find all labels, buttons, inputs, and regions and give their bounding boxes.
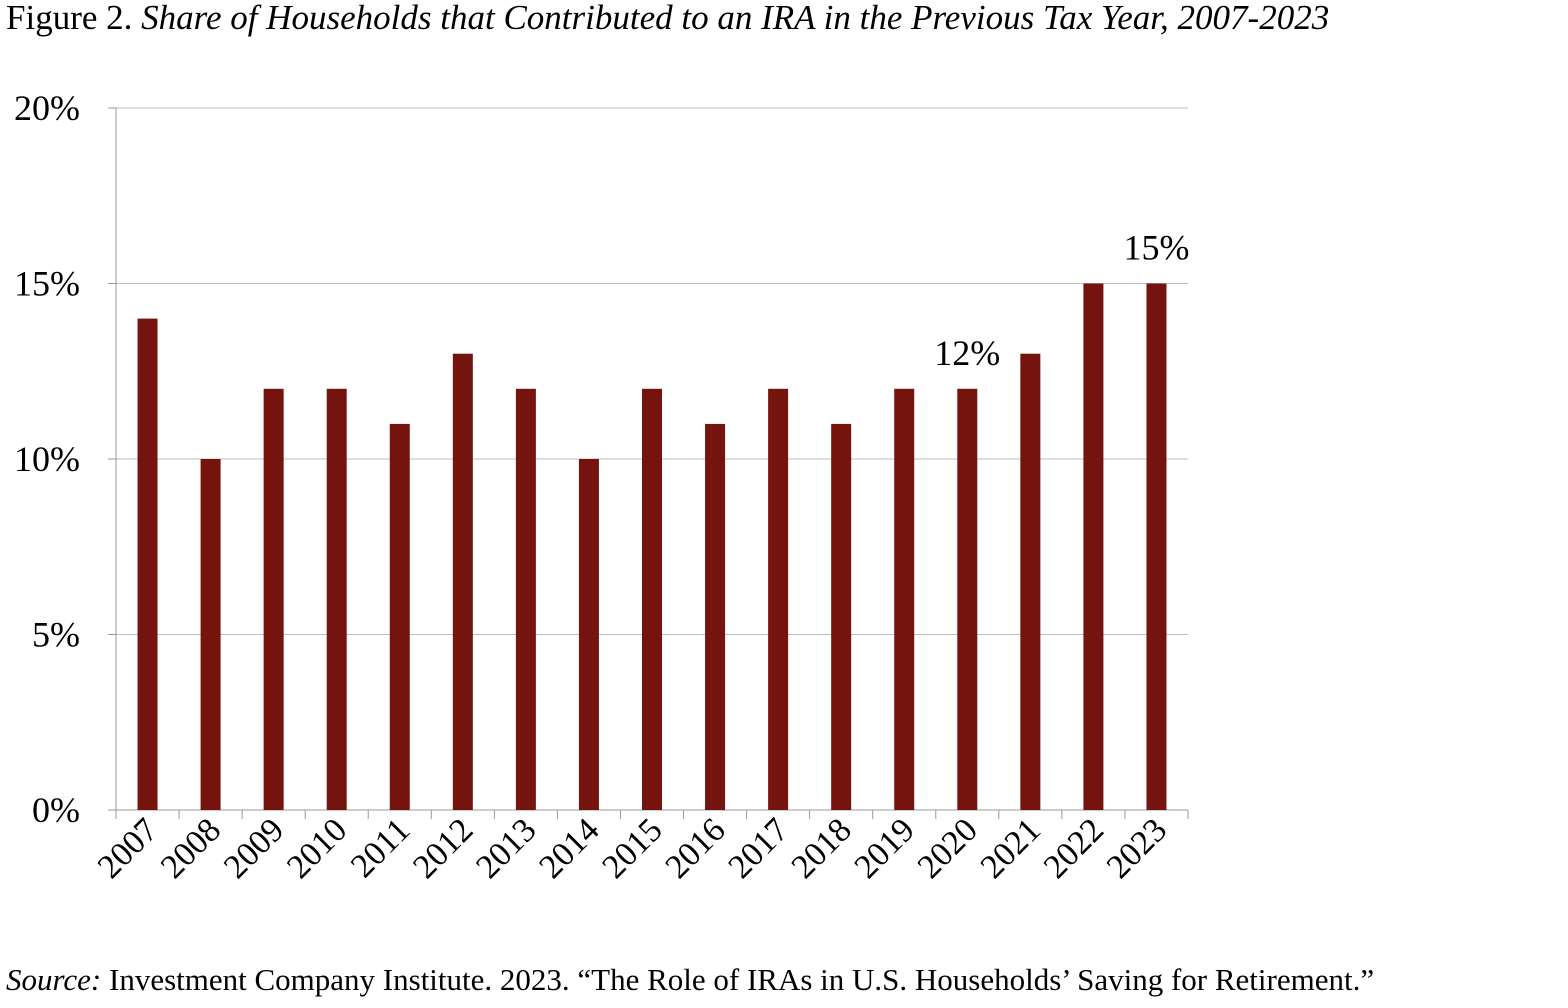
figure-title: Share of Households that Contributed to …	[141, 0, 1330, 37]
x-tick-label: 2013	[469, 811, 543, 885]
x-tick-label: 2010	[280, 811, 354, 885]
x-tick-label: 2023	[1100, 811, 1174, 885]
bar-2014	[578, 459, 599, 810]
x-tick-label: 2014	[532, 811, 606, 885]
bar-2021	[1020, 353, 1041, 810]
x-tick-label: 2008	[154, 811, 228, 885]
bar-2023	[1146, 283, 1167, 810]
source-note: Source: Investment Company Institute. 20…	[6, 962, 1374, 998]
bar-2008	[200, 459, 221, 810]
y-tick-label: 5%	[32, 615, 80, 655]
bar-2017	[768, 388, 789, 810]
bar-2010	[326, 388, 347, 810]
data-label-2020: 12%	[934, 333, 1000, 373]
bar-2019	[894, 388, 915, 810]
source-label: Source:	[6, 962, 102, 997]
x-tick-label: 2007	[91, 811, 165, 885]
y-tick-label: 15%	[14, 264, 80, 304]
x-tick-label: 2012	[406, 811, 480, 885]
y-tick-label: 0%	[32, 790, 80, 830]
x-tick-label: 2022	[1037, 811, 1111, 885]
x-tick-label: 2009	[217, 811, 291, 885]
bar-2011	[389, 423, 410, 810]
x-tick-label: 2018	[785, 811, 859, 885]
bar-2013	[515, 388, 536, 810]
data-label-2023: 15%	[1123, 228, 1189, 268]
bar-2018	[831, 423, 852, 810]
x-tick-label: 2021	[974, 811, 1048, 885]
y-tick-label: 10%	[14, 439, 80, 479]
bar-2020	[957, 388, 978, 810]
source-text: Investment Company Institute. 2023. “The…	[101, 962, 1375, 997]
x-tick-label: 2015	[595, 811, 669, 885]
figure-number: Figure 2.	[6, 0, 133, 37]
bar-2022	[1083, 283, 1104, 810]
bar-2016	[705, 423, 726, 810]
x-tick-label: 2020	[911, 811, 985, 885]
bar-2007	[137, 318, 158, 810]
x-tick-label: 2016	[658, 811, 732, 885]
x-tick-label: 2017	[722, 811, 796, 885]
bar-2015	[642, 388, 662, 810]
bar-2009	[263, 388, 284, 810]
x-tick-label: 2019	[848, 811, 922, 885]
bar-2012	[452, 353, 473, 810]
x-tick-label: 2011	[344, 811, 417, 884]
chart-title: Figure 2. Share of Households that Contr…	[6, 0, 1329, 38]
y-tick-label: 20%	[14, 88, 80, 128]
